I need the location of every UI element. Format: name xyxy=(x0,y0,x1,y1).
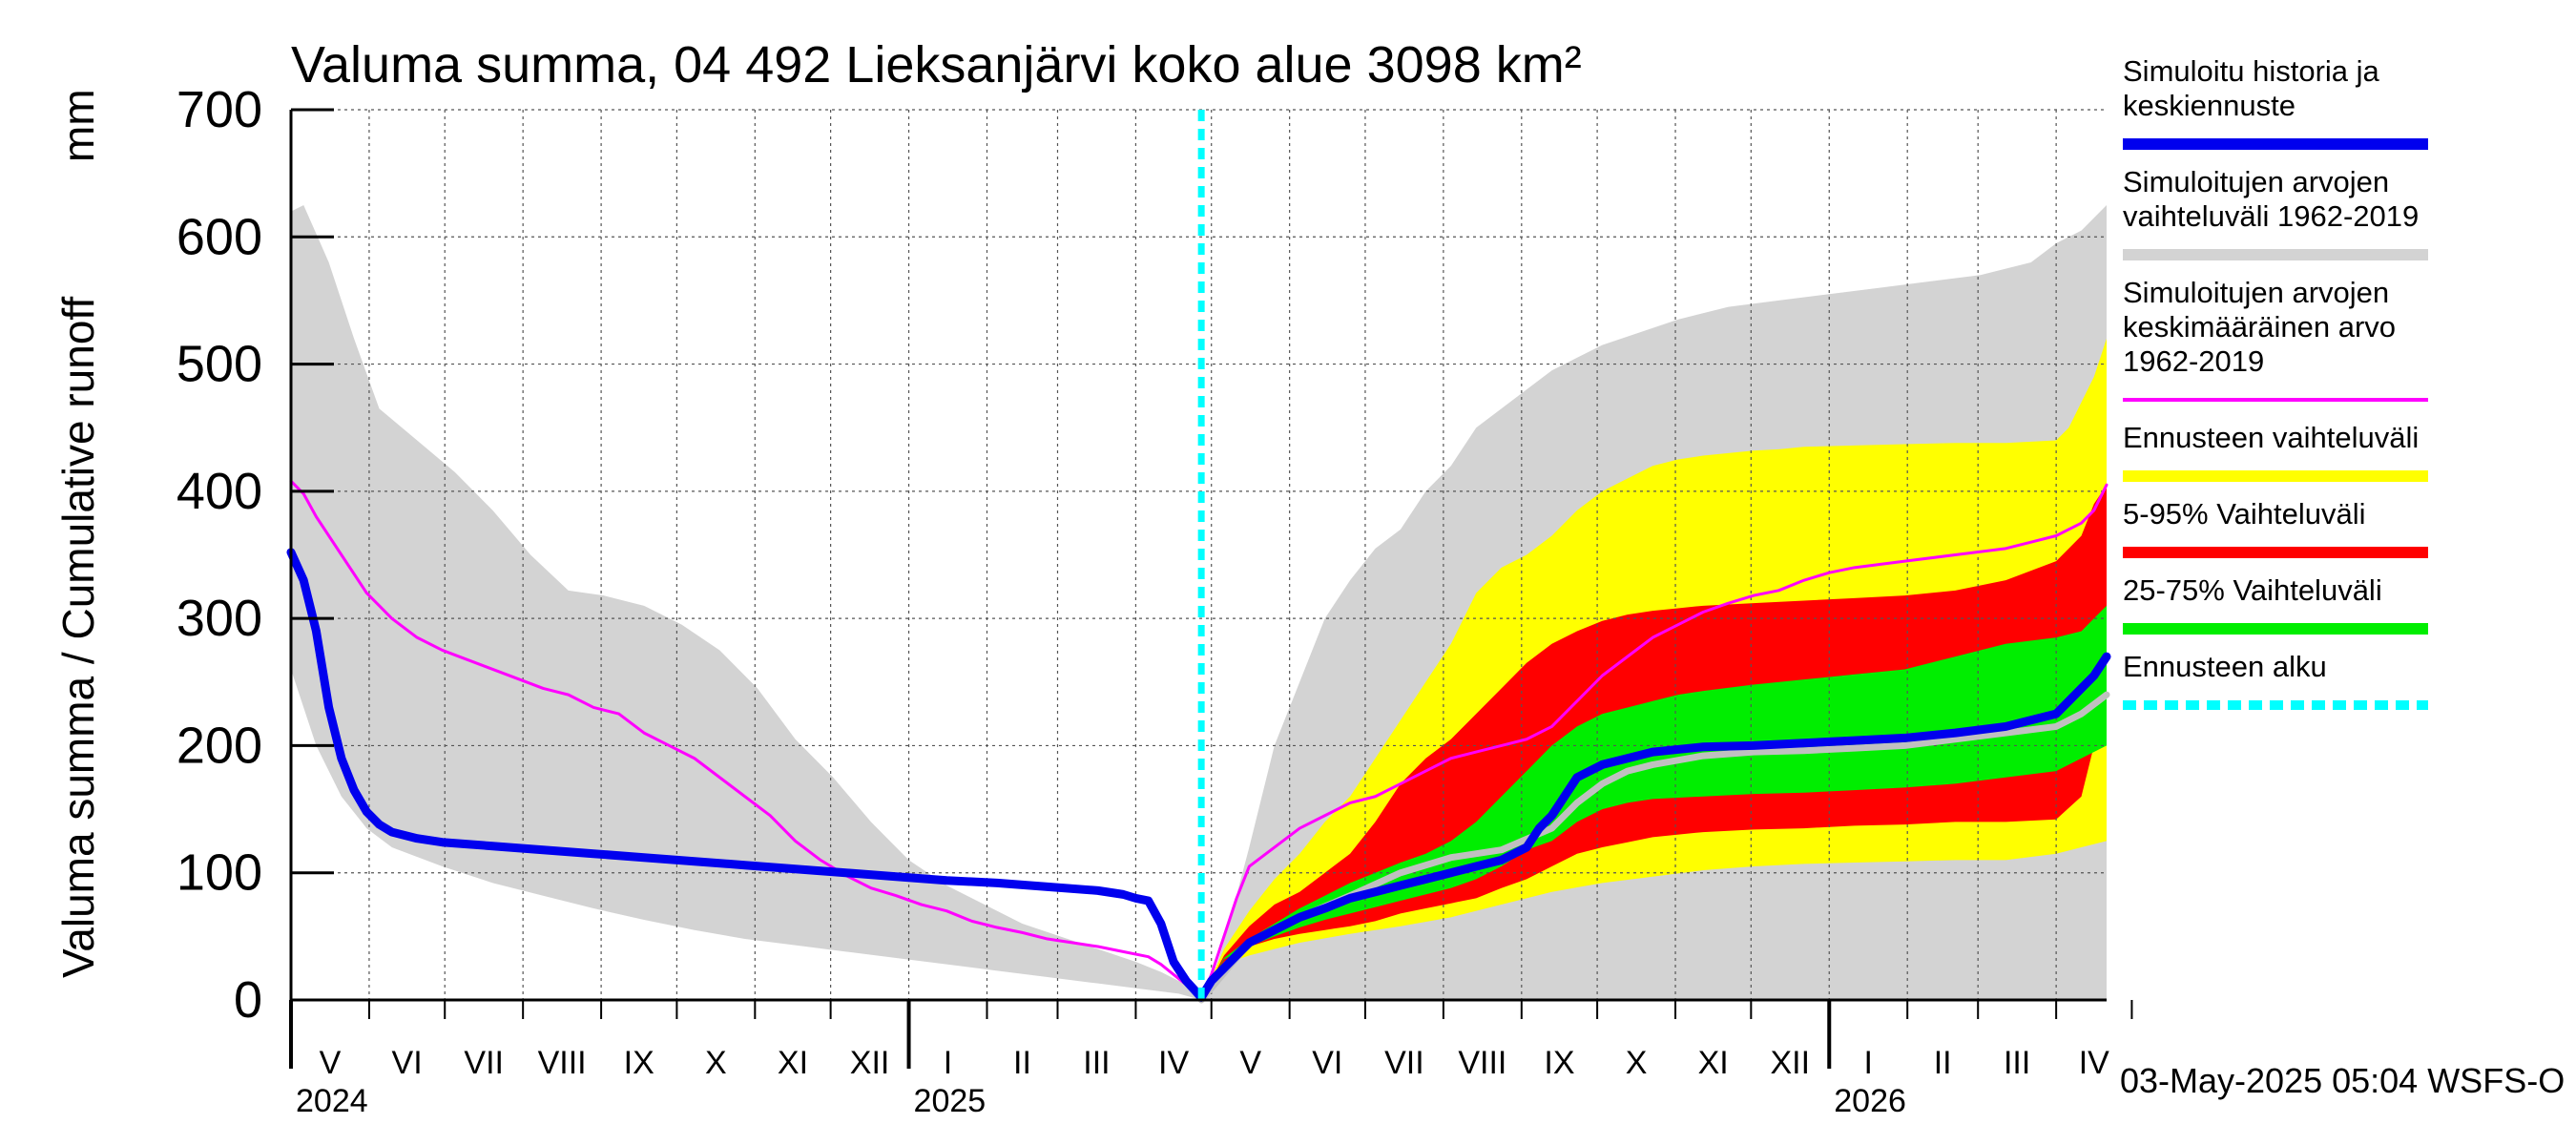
y-axis-unit: mm xyxy=(53,89,103,162)
legend-label: 1962-2019 xyxy=(2123,344,2264,378)
month-label: IX xyxy=(624,1045,654,1081)
legend-item: Ennusteen alku xyxy=(2123,650,2428,710)
month-label: IV xyxy=(1158,1045,1189,1081)
year-label: 2024 xyxy=(296,1083,368,1119)
month-label: III xyxy=(2004,1045,2030,1081)
month-label: I xyxy=(1864,1045,1873,1081)
chart-title: Valuma summa, 04 492 Lieksanjärvi koko a… xyxy=(291,36,1582,94)
month-label: I xyxy=(944,1045,952,1081)
y-tick-label: 500 xyxy=(177,336,262,393)
year-label: 2025 xyxy=(914,1083,987,1119)
history-forecast-line xyxy=(286,548,2111,1002)
footer-timestamp: 03-May-2025 05:04 WSFS-O xyxy=(2120,1061,2565,1100)
legend-label: Simuloitujen arvojen xyxy=(2123,276,2389,309)
month-label: VI xyxy=(1312,1045,1342,1081)
legend-label: keskimääräinen arvo xyxy=(2123,310,2396,344)
month-label: II xyxy=(1013,1045,1031,1081)
year-label: 2026 xyxy=(1834,1083,1906,1119)
y-axis-label: Valuma summa / Cumulative runoff xyxy=(53,297,103,978)
month-label: VII xyxy=(464,1045,504,1081)
y-tick-label: 600 xyxy=(177,208,262,265)
month-label: XI xyxy=(778,1045,808,1081)
legend-label: Simuloitujen arvojen xyxy=(2123,165,2389,198)
y-tick-label: 700 xyxy=(177,81,262,138)
month-label: V xyxy=(320,1045,342,1081)
month-label: VI xyxy=(392,1045,423,1081)
month-label: VIII xyxy=(538,1045,587,1081)
month-label: XII xyxy=(1771,1045,1811,1081)
month-label: IX xyxy=(1544,1045,1574,1081)
y-tick-label: 100 xyxy=(177,844,262,902)
month-label: II xyxy=(1934,1045,1952,1081)
legend-label: Simuloitu historia ja xyxy=(2123,54,2380,88)
month-label: X xyxy=(1626,1045,1648,1081)
legend-label: 5-95% Vaihteluväli xyxy=(2123,497,2365,531)
legend-item: 25-75% Vaihteluväli xyxy=(2123,573,2428,635)
legend-label: Ennusteen vaihteluväli xyxy=(2123,421,2419,454)
legend-item: 5-95% Vaihteluväli xyxy=(2123,497,2428,558)
y-tick-label: 400 xyxy=(177,463,262,520)
month-label: V xyxy=(1239,1045,1261,1081)
legend-label: keskiennuste xyxy=(2123,89,2296,122)
month-label: III xyxy=(1083,1045,1110,1081)
month-label: X xyxy=(705,1045,727,1081)
p25-75-band xyxy=(1201,605,2107,1000)
y-tick-label: 300 xyxy=(177,590,262,647)
legend-label: Ennusteen alku xyxy=(2123,650,2327,683)
month-label: VII xyxy=(1384,1045,1424,1081)
legend-label: 25-75% Vaihteluväli xyxy=(2123,573,2382,607)
y-tick-label: 200 xyxy=(177,717,262,774)
month-label: XI xyxy=(1698,1045,1729,1081)
legend-item: Ennusteen vaihteluväli xyxy=(2123,421,2428,482)
median-line xyxy=(1197,691,2110,1004)
month-label: IV xyxy=(2079,1045,2109,1081)
month-label: VIII xyxy=(1458,1045,1506,1081)
y-tick-label: 0 xyxy=(234,971,262,1029)
legend-label: vaihteluväli 1962-2019 xyxy=(2123,199,2419,233)
month-label: XII xyxy=(850,1045,890,1081)
